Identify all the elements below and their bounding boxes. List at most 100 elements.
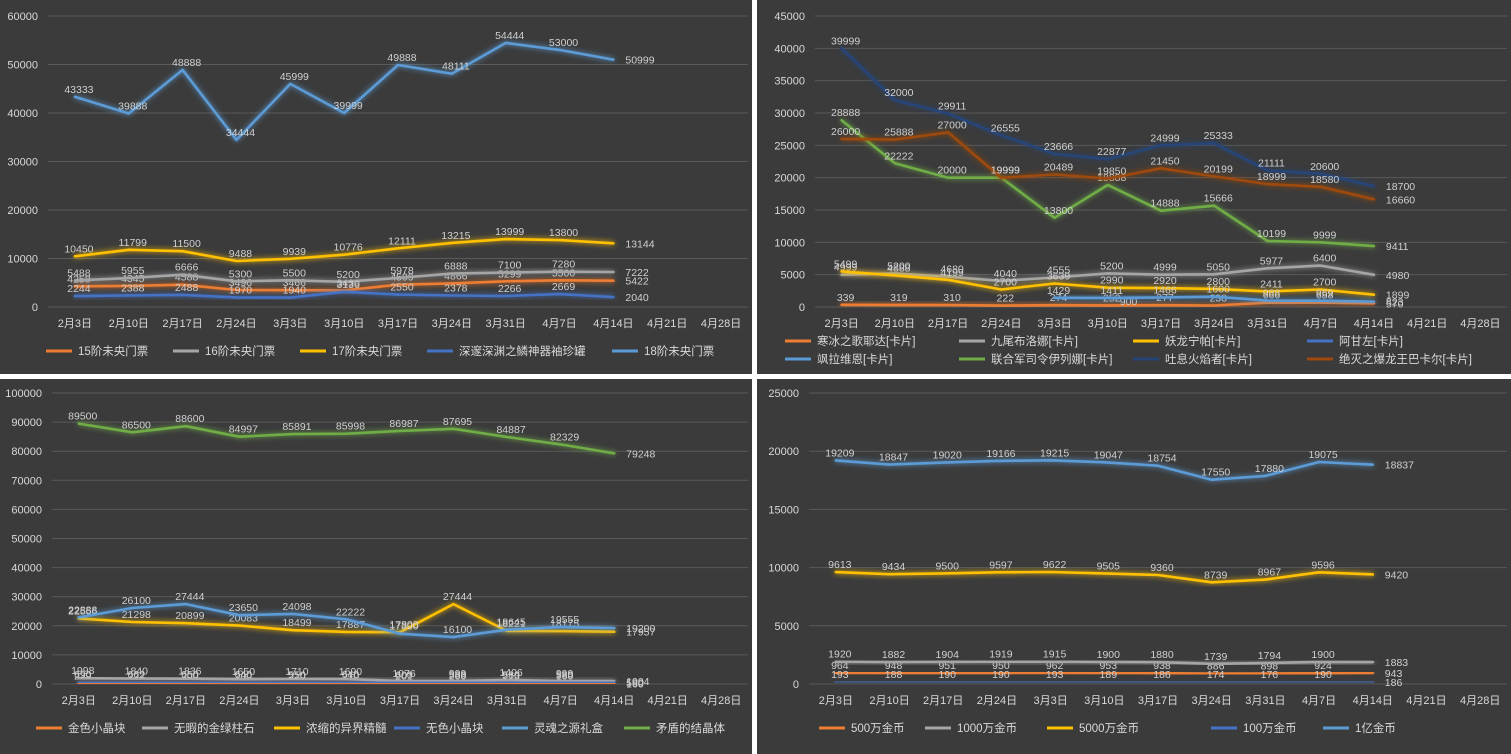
data-label: 176 [1261,669,1279,681]
data-label: 7222 [625,267,649,279]
x-tick-label: 4月21日 [1406,695,1446,707]
data-label: 34444 [226,127,255,139]
data-label: 1940 [283,285,307,297]
legend-entry: 16阶未央门票 [205,344,275,358]
legend-entry: 5000万金币 [1079,721,1139,735]
legend-entry: 飒拉维恩[卡片] [817,352,892,366]
legend-entry: 无暇的金绿柱石 [174,721,255,735]
data-label: 19999 [991,165,1020,177]
legend-entry: 深邃深渊之鳞神器袖珍罐 [459,344,586,358]
x-tick-label: 3月10日 [1084,695,1124,707]
legend-entry: 浓缩的异界精髓 [306,721,387,735]
data-label: 18499 [282,617,311,629]
data-label: 662 [128,669,146,681]
x-tick-label: 2月10日 [875,318,915,330]
data-label: 9434 [882,561,906,573]
data-label: 160 [626,679,644,691]
data-label: 20899 [175,610,204,622]
y-tick-label: 40000 [7,108,38,120]
data-label: 580 [626,677,644,689]
data-label: 9596 [1311,559,1335,571]
data-label: 186 [1153,669,1171,681]
data-label: 88600 [175,413,204,425]
x-tick-label: 3月24日 [432,318,472,330]
series-line-0 [840,301,1376,307]
data-label: 48111 [442,61,470,73]
data-label: 5422 [625,276,649,288]
data-label: 2378 [444,282,468,294]
chart-svg-2: 0 10000 20000 30000 40000 50000 60000 70000 8000… [5,388,748,735]
data-label: 2920 [1153,275,1177,287]
y-tick-label: 10000 [774,237,805,249]
data-label: 7280 [552,259,576,271]
x-tick-label: 4月7日 [1304,318,1338,330]
data-label: 6400 [1313,253,1337,265]
x-tick-label: 2月24日 [216,318,256,330]
data-label: 20000 [937,165,966,177]
data-label: 1650 [232,666,256,678]
data-label: 1998 [71,665,95,677]
data-label: 640 [235,669,253,681]
x-tick-label: 2月17日 [166,695,206,707]
data-label: 2388 [121,282,145,294]
x-tick-label: 2月3日 [824,318,858,330]
data-label: 1411 [1100,285,1123,297]
data-label: 999 [556,668,574,680]
y-tick-label: 40000 [774,43,805,55]
data-label: 89500 [68,411,97,423]
data-label: 5977 [1260,255,1284,267]
x-tick-label: 4月14日 [1353,695,1393,707]
data-label: 9622 [1043,559,1067,571]
data-label: 5500 [552,267,576,279]
x-tick-label: 3月17日 [378,318,418,330]
x-tick-label: 4月28日 [701,695,741,707]
x-tick-label: 4月14日 [1354,318,1394,330]
data-label: 2669 [552,281,576,293]
data-label: 1915 [1043,649,1067,661]
data-label: 13999 [495,226,524,238]
data-label: 650 [181,669,199,681]
series-line-2 [834,570,1375,584]
data-label: 7100 [498,260,522,272]
x-tick-label: 4月7日 [542,318,576,330]
data-label: 6666 [175,262,199,274]
y-tick-label: 10000 [7,254,38,266]
data-label: 19075 [1308,449,1337,461]
data-label: 28888 [831,107,860,119]
data-label: 1904 [936,649,960,661]
series-line-7 [840,131,1376,201]
data-label: 1920 [828,649,852,661]
data-label: 4999 [1153,262,1177,274]
x-tick-label: 2月3日 [819,695,853,707]
data-label: 24999 [1150,132,1179,144]
data-label: 5200 [1100,260,1124,272]
data-label: 18837 [1385,460,1414,472]
y-tick-label: 45000 [774,11,805,23]
data-label: 9999 [1313,229,1337,241]
data-label: 2990 [1100,275,1124,287]
data-label: 1970 [229,284,253,296]
data-label: 1899 [1386,290,1410,302]
data-label: 4040 [994,268,1018,280]
data-label: 54444 [495,30,524,42]
data-label: 39999 [831,35,860,47]
series-line-2 [73,237,615,263]
series-line-1 [77,676,616,683]
series-line-6 [840,46,1376,188]
y-tick-label: 20000 [774,173,805,185]
x-tick-label: 2月24日 [219,695,259,707]
series-line-1 [840,264,1376,283]
data-label: 4680 [940,264,964,276]
y-tick-label: 10000 [11,650,42,662]
legend-entry: 吐息火焰者[卡片] [1165,352,1252,366]
data-label: 588 [449,669,467,681]
data-label: 85891 [282,421,311,433]
data-label: 1710 [285,666,309,678]
x-tick-label: 3月31日 [1245,695,1285,707]
x-tick-label: 2月17日 [923,695,963,707]
y-tick-label: 60000 [7,11,38,23]
data-label: 1004 [626,676,650,688]
x-tick-label: 4月28日 [1460,695,1500,707]
data-label: 924 [1314,660,1332,672]
x-tick-label: 3月10日 [326,695,366,707]
